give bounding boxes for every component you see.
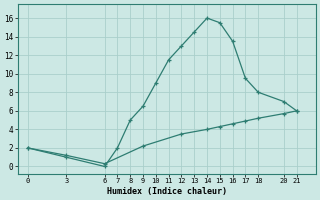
X-axis label: Humidex (Indice chaleur): Humidex (Indice chaleur) xyxy=(107,187,227,196)
